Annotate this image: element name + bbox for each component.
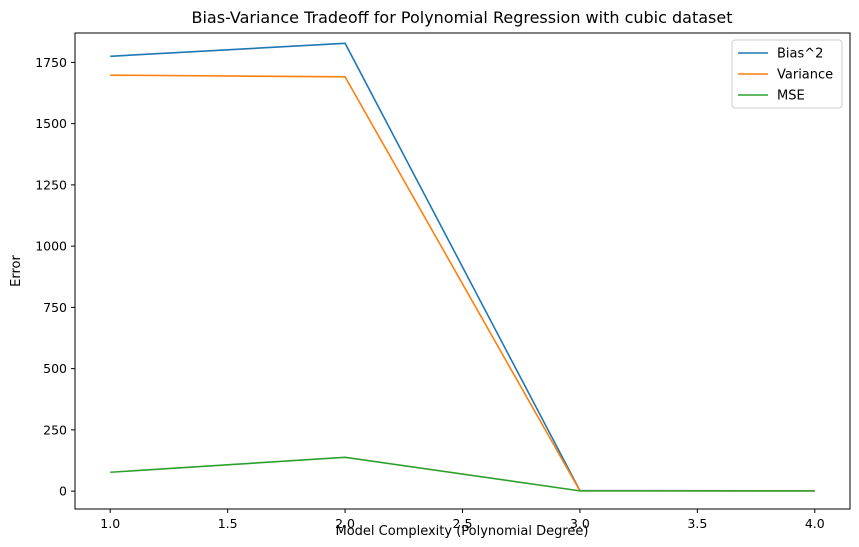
x-tick-label: 1.5 bbox=[218, 516, 238, 531]
y-tick-label: 1250 bbox=[35, 177, 67, 192]
x-tick-label: 4.0 bbox=[805, 516, 825, 531]
series-line-variance bbox=[110, 74, 815, 492]
x-axis-ticks: 1.0 1.5 2.0 2.5 3.0 3.5 4.0 bbox=[100, 509, 825, 531]
legend-label: Variance bbox=[777, 68, 833, 83]
x-tick-label: 2.5 bbox=[453, 516, 473, 531]
x-axis-label: Model Complexity (Polynomial Degree) bbox=[336, 524, 589, 539]
legend-label: MSE bbox=[777, 89, 805, 104]
y-axis-label: Error bbox=[9, 255, 24, 287]
series-line-bias-2 bbox=[110, 42, 815, 492]
y-tick-label: 1750 bbox=[35, 55, 67, 70]
y-tick-label: 250 bbox=[43, 422, 67, 437]
x-tick-label: 3.5 bbox=[687, 516, 707, 531]
x-tick-label: 2.0 bbox=[335, 516, 355, 531]
legend-label: Bias^2 bbox=[777, 47, 823, 62]
legend-box bbox=[731, 39, 843, 109]
y-tick-label: 500 bbox=[43, 361, 67, 376]
legend: Bias^2 Variance MSE bbox=[731, 39, 843, 109]
x-tick-label: 1.0 bbox=[100, 516, 120, 531]
series-lines bbox=[110, 42, 815, 492]
y-tick-label: 750 bbox=[43, 300, 67, 315]
series-line-mse bbox=[110, 456, 815, 492]
y-axis-ticks: 0 250 500 750 1000 1250 1500 1750 bbox=[35, 55, 75, 499]
x-tick-label: 3.0 bbox=[570, 516, 590, 531]
y-tick-label: 0 bbox=[59, 484, 67, 499]
chart-title: Bias-Variance Tradeoff for Polynomial Re… bbox=[191, 8, 732, 27]
y-tick-label: 1500 bbox=[35, 116, 67, 131]
y-tick-label: 1000 bbox=[35, 239, 67, 254]
